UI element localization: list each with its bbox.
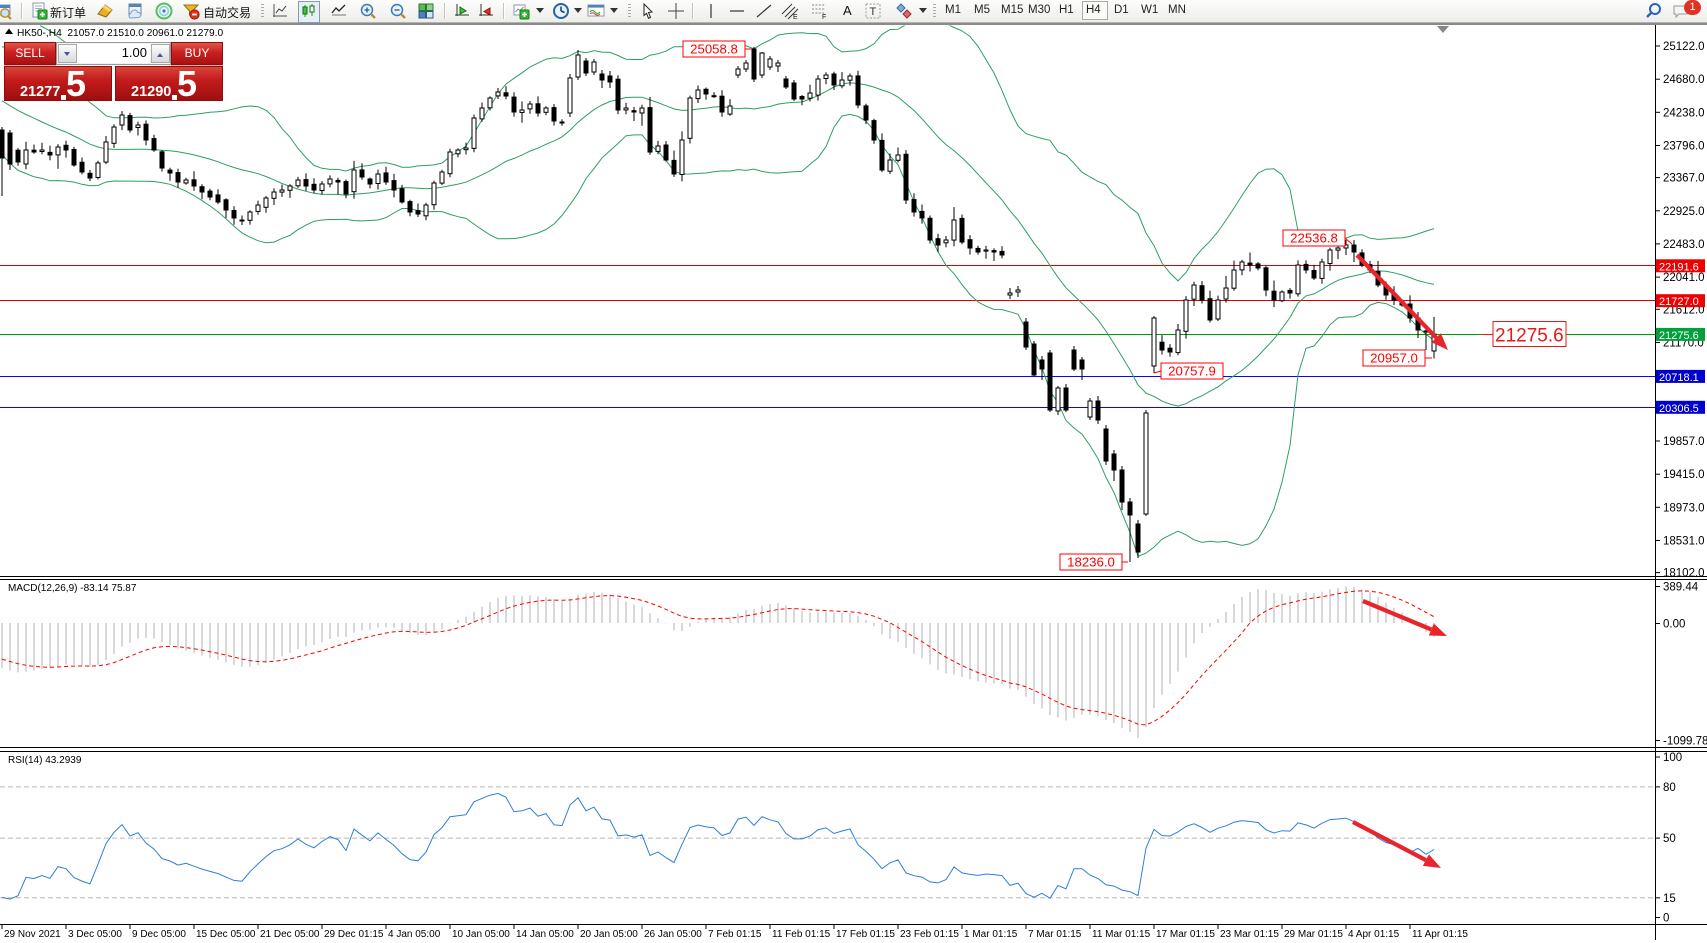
svg-text:18236.0: 18236.0: [1067, 555, 1115, 570]
svg-text:25122.0: 25122.0: [1663, 41, 1705, 53]
svg-text:29 Mar 01:15: 29 Mar 01:15: [1284, 929, 1343, 940]
svg-text:14 Jan 05:00: 14 Jan 05:00: [516, 929, 574, 940]
svg-text:100: 100: [1663, 752, 1682, 764]
svg-text:11 Mar 01:15: 11 Mar 01:15: [1092, 929, 1151, 940]
svg-text:1 Mar 01:15: 1 Mar 01:15: [964, 929, 1018, 940]
svg-text:26 Jan 05:00: 26 Jan 05:00: [644, 929, 702, 940]
svg-text:24238.0: 24238.0: [1663, 107, 1705, 119]
svg-text:18973.0: 18973.0: [1663, 502, 1705, 514]
svg-text:20306.5: 20306.5: [1659, 403, 1699, 415]
svg-text:17 Mar 01:15: 17 Mar 01:15: [1156, 929, 1215, 940]
svg-text:22925.0: 22925.0: [1663, 206, 1705, 218]
svg-text:21727.0: 21727.0: [1659, 296, 1699, 308]
svg-text:11 Feb 01:15: 11 Feb 01:15: [772, 929, 831, 940]
svg-text:23796.0: 23796.0: [1663, 141, 1705, 153]
svg-text:19857.0: 19857.0: [1663, 436, 1705, 448]
svg-text:18531.0: 18531.0: [1663, 536, 1705, 548]
svg-text:21275.6: 21275.6: [1495, 326, 1564, 347]
svg-text:-1099.78: -1099.78: [1663, 736, 1707, 748]
svg-text:22483.0: 22483.0: [1663, 239, 1705, 251]
svg-text:15: 15: [1663, 893, 1676, 905]
svg-text:19415.0: 19415.0: [1663, 469, 1705, 481]
svg-text:7 Feb 01:15: 7 Feb 01:15: [708, 929, 762, 940]
svg-text:MACD(12,26,9) -83.14 75.87: MACD(12,26,9) -83.14 75.87: [8, 583, 137, 594]
svg-text:389.44: 389.44: [1663, 582, 1699, 594]
svg-text:20957.0: 20957.0: [1370, 351, 1418, 366]
svg-text:29 Dec 01:15: 29 Dec 01:15: [324, 929, 384, 940]
svg-text:50: 50: [1663, 833, 1676, 845]
svg-text:29 Nov 2021: 29 Nov 2021: [4, 929, 61, 940]
svg-text:0: 0: [1663, 913, 1669, 925]
svg-text:21 Dec 05:00: 21 Dec 05:00: [260, 929, 320, 940]
svg-text:20757.9: 20757.9: [1168, 364, 1216, 379]
svg-text:22041.0: 22041.0: [1663, 272, 1705, 284]
svg-text:22191.6: 22191.6: [1659, 261, 1699, 273]
svg-text:24680.0: 24680.0: [1663, 74, 1705, 86]
svg-text:HK50-,H4 21057.0 21510.0 2096: HK50-,H4 21057.0 21510.0 20961.0 21279.0: [17, 28, 224, 39]
svg-text:T: T: [870, 6, 877, 18]
svg-text:RSI(14) 43.2939: RSI(14) 43.2939: [8, 755, 82, 766]
svg-text:18102.0: 18102.0: [1663, 568, 1705, 580]
svg-text:11 Apr 01:15: 11 Apr 01:15: [1412, 929, 1468, 940]
svg-text:17 Feb 01:15: 17 Feb 01:15: [836, 929, 895, 940]
svg-text:F: F: [822, 14, 826, 20]
svg-text:3 Dec 05:00: 3 Dec 05:00: [68, 929, 122, 940]
svg-text:23 Feb 01:15: 23 Feb 01:15: [900, 929, 959, 940]
svg-text:80: 80: [1663, 782, 1676, 794]
svg-text:21275.6: 21275.6: [1659, 330, 1699, 342]
svg-text:23 Mar 01:15: 23 Mar 01:15: [1220, 929, 1279, 940]
svg-text:4 Apr 01:15: 4 Apr 01:15: [1348, 929, 1400, 940]
svg-text:E: E: [793, 14, 798, 20]
svg-text:9 Dec 05:00: 9 Dec 05:00: [132, 929, 186, 940]
svg-text:15 Dec 05:00: 15 Dec 05:00: [196, 929, 256, 940]
svg-text:22536.8: 22536.8: [1290, 231, 1338, 246]
svg-text:0.00: 0.00: [1663, 619, 1685, 631]
svg-text:20 Jan 05:00: 20 Jan 05:00: [580, 929, 638, 940]
svg-text:10 Jan 05:00: 10 Jan 05:00: [452, 929, 510, 940]
svg-text:20718.1: 20718.1: [1659, 372, 1699, 384]
svg-text:4 Jan 05:00: 4 Jan 05:00: [388, 929, 441, 940]
svg-text:23367.0: 23367.0: [1663, 173, 1705, 185]
svg-text:25058.8: 25058.8: [690, 42, 738, 57]
svg-text:21612.0: 21612.0: [1663, 304, 1705, 316]
svg-text:7 Mar 01:15: 7 Mar 01:15: [1028, 929, 1082, 940]
